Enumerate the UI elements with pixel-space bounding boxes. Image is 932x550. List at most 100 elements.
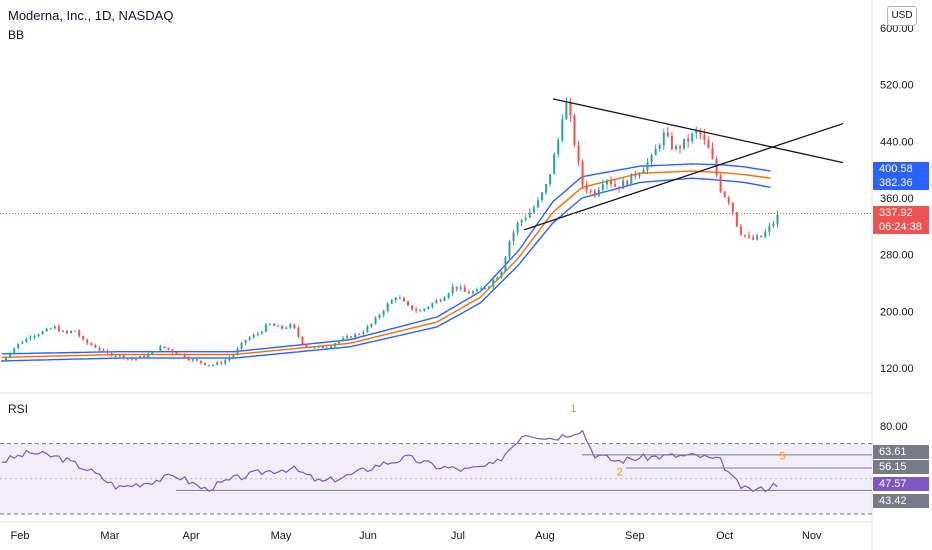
- bb-basis-line: [1, 170, 771, 359]
- price-tick-label: 520.00: [880, 80, 914, 92]
- candle-body: [638, 173, 641, 177]
- candle-body: [321, 346, 324, 349]
- candle-body: [593, 191, 596, 196]
- candle-body: [516, 222, 519, 233]
- candle-body: [610, 180, 612, 185]
- price-axis[interactable]: 600.00 520.00 440.00 360.00 280.00 200.00 120.…: [880, 23, 914, 375]
- candle-body: [1, 360, 3, 362]
- candle-body: [354, 334, 357, 338]
- candle-body: [70, 330, 73, 334]
- candle-body: [654, 148, 657, 156]
- candle-body: [252, 334, 255, 338]
- candle-body: [41, 331, 44, 335]
- candle-body: [94, 345, 97, 348]
- candle-body: [5, 357, 8, 361]
- bb-upper-line: [2, 163, 771, 355]
- candle-body: [199, 360, 202, 363]
- price-tick-label: 120.00: [880, 363, 914, 375]
- candle-body: [471, 291, 474, 294]
- candle-body: [561, 119, 564, 141]
- candle-body: [49, 328, 52, 330]
- candle-body: [126, 358, 129, 360]
- candle-body: [662, 132, 665, 146]
- candle-body: [488, 286, 491, 289]
- candle-body: [520, 219, 523, 223]
- candle-body: [581, 161, 584, 186]
- candle-body: [74, 330, 77, 332]
- candle-body: [723, 191, 726, 198]
- rsi-legend[interactable]: RSI: [8, 402, 29, 416]
- candle-body: [532, 207, 535, 213]
- candle-body: [333, 343, 336, 347]
- candle-body: [118, 355, 121, 357]
- candle-body: [752, 237, 755, 240]
- rsi-lines: 1 2 5: [1, 403, 872, 493]
- candle-body: [13, 348, 16, 354]
- candle-body: [297, 328, 300, 337]
- time-tick-label: Feb: [11, 530, 30, 542]
- time-axis[interactable]: Feb Mar Apr May Jun Jul Aug Sep Oct Nov: [11, 530, 822, 542]
- candle-body: [670, 136, 673, 149]
- candle-body: [577, 144, 580, 162]
- candle-body: [309, 346, 312, 348]
- candle-body: [102, 350, 105, 352]
- candle-body: [618, 186, 621, 189]
- candle-body: [748, 235, 751, 238]
- currency-badge[interactable]: USD: [887, 6, 917, 26]
- candle-body: [325, 347, 328, 349]
- candle-body: [86, 339, 89, 344]
- candle-body: [171, 349, 174, 352]
- candle-body: [17, 343, 20, 349]
- candle-body: [143, 356, 146, 358]
- candle-body: [585, 185, 588, 191]
- candle-body: [476, 289, 479, 292]
- candle-body: [459, 287, 462, 289]
- candle-body: [370, 323, 373, 327]
- candle-body: [764, 231, 767, 238]
- candle-body: [549, 174, 552, 185]
- rsi-level-tag-1: 63.61: [873, 445, 929, 459]
- candle-body: [455, 286, 458, 289]
- trendlines[interactable]: [523, 98, 844, 231]
- candle-body: [195, 359, 198, 361]
- candle-body: [232, 354, 235, 358]
- candle-body: [451, 286, 454, 294]
- candle-body: [342, 338, 345, 341]
- bb-lower-tag: 382.36: [873, 176, 929, 190]
- candle-body: [407, 301, 409, 306]
- candle-body: [536, 200, 539, 208]
- candle-body: [220, 362, 223, 364]
- candle-body: [480, 288, 483, 290]
- rsi-axis: 80.00: [880, 421, 908, 433]
- candle-body: [443, 297, 446, 301]
- rsi-band: [0, 443, 872, 515]
- symbol-title[interactable]: Moderna, Inc., 1D, NASDAQ: [8, 8, 174, 23]
- candle-body: [289, 324, 292, 328]
- candle-body: [650, 155, 653, 163]
- candle-body: [183, 354, 186, 358]
- rsi-level-tag-2: 56.15: [873, 460, 929, 474]
- indicator-legend[interactable]: BB: [8, 28, 25, 42]
- candle-body: [228, 357, 231, 361]
- candle-body: [605, 180, 608, 185]
- candle-body: [130, 358, 133, 360]
- price-tick-label: 600.00: [880, 23, 914, 35]
- candle-body: [589, 190, 592, 192]
- candle-body: [362, 332, 365, 335]
- candle-body: [45, 328, 48, 332]
- candle-body: [350, 336, 353, 338]
- candle-body: [695, 130, 698, 134]
- candle-body: [463, 287, 466, 292]
- candle-body: [772, 223, 775, 226]
- candle-body: [573, 115, 576, 145]
- candle-body: [301, 336, 304, 345]
- candle-body: [53, 326, 56, 329]
- rsi-annotation-label: 5: [779, 450, 785, 462]
- price-tick-label: 200.00: [880, 306, 914, 318]
- candle-body: [419, 310, 422, 312]
- candle-body: [642, 169, 645, 174]
- candle-body: [467, 291, 470, 294]
- trendline: [523, 123, 844, 231]
- candle-body: [727, 197, 730, 203]
